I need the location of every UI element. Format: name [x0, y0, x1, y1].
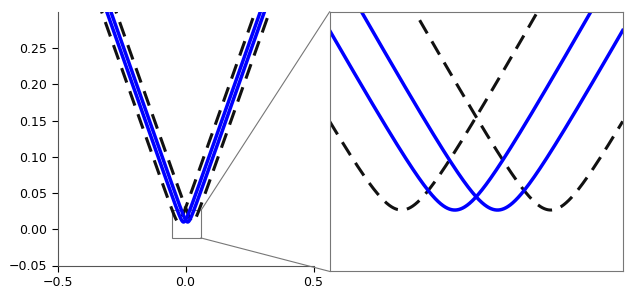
Bar: [172, 210, 201, 238]
